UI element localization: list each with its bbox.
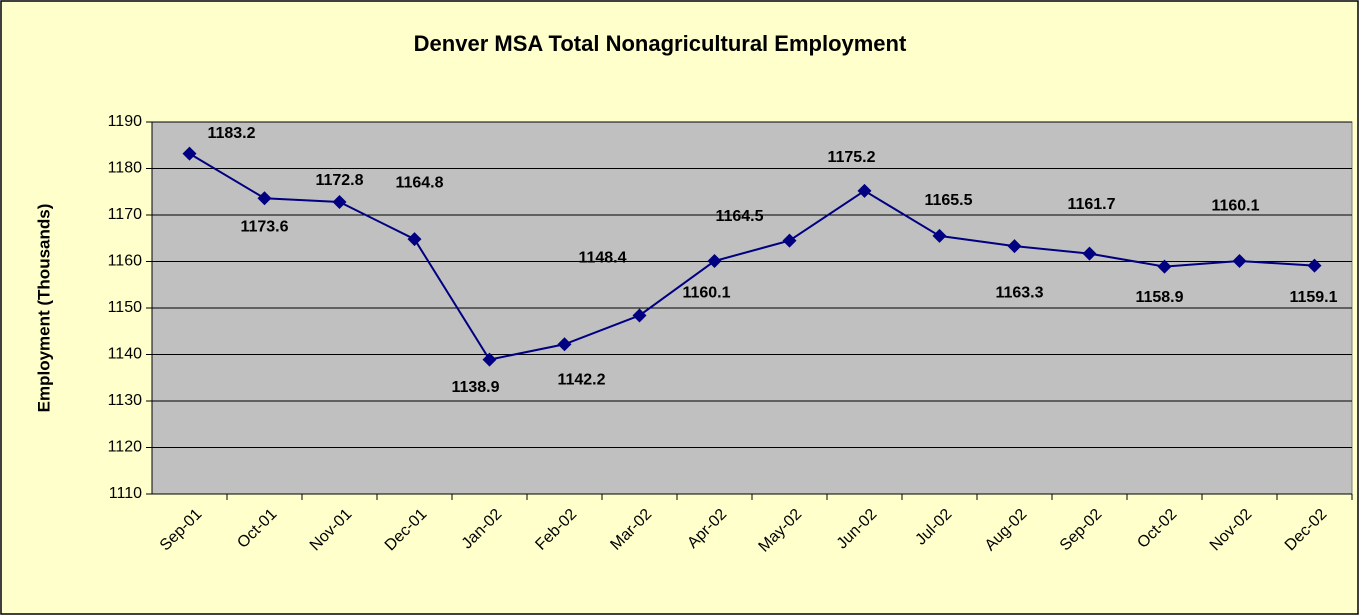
data-point: [557, 337, 572, 352]
data-point: [332, 194, 347, 209]
chart-title: Denver MSA Total Nonagricultural Employm…: [414, 31, 907, 56]
data-label: 1158.9: [1135, 289, 1183, 306]
data-point: [1232, 254, 1247, 269]
data-label: 1161.7: [1067, 196, 1115, 213]
data-point: [1082, 246, 1097, 261]
y-tick-label: 1120: [108, 439, 143, 456]
data-point: [707, 254, 722, 269]
y-tick-label: 1180: [108, 160, 143, 177]
data-label: 1173.6: [240, 218, 288, 235]
y-tick-label: 1140: [108, 346, 143, 363]
data-label: 1165.5: [924, 192, 972, 209]
y-tick-label: 1110: [109, 485, 142, 502]
data-label: 1148.4: [578, 250, 626, 267]
y-tick-label: 1160: [108, 253, 143, 270]
data-point: [632, 308, 647, 323]
data-label: 1164.8: [395, 174, 443, 191]
data-label: 1183.2: [207, 125, 255, 142]
y-tick-label: 1130: [108, 392, 143, 409]
data-label: 1160.1: [1211, 197, 1259, 214]
data-label: 1138.9: [451, 379, 499, 396]
data-label: 1159.1: [1289, 289, 1337, 306]
data-point: [782, 233, 797, 248]
data-label: 1164.5: [715, 208, 763, 225]
y-tick-label: 1170: [108, 206, 143, 223]
data-point: [932, 228, 947, 243]
data-label: 1142.2: [557, 371, 605, 388]
y-tick-label: 1150: [108, 299, 143, 316]
data-point: [182, 146, 197, 161]
series-line: [188, 152, 1315, 361]
data-label: 1160.1: [682, 284, 730, 301]
data-label: 1172.8: [315, 172, 363, 189]
data-point: [257, 191, 272, 206]
data-point: [1307, 258, 1322, 273]
data-point: [482, 352, 497, 367]
data-point: [1157, 259, 1172, 274]
data-label: 1175.2: [827, 149, 875, 166]
data-label: 1163.3: [995, 284, 1043, 301]
data-point: [407, 232, 422, 247]
y-tick-label: 1190: [108, 113, 143, 130]
data-point: [857, 183, 872, 198]
y-axis-title: Employment (Thousands): [34, 204, 53, 413]
data-point: [1007, 239, 1022, 254]
